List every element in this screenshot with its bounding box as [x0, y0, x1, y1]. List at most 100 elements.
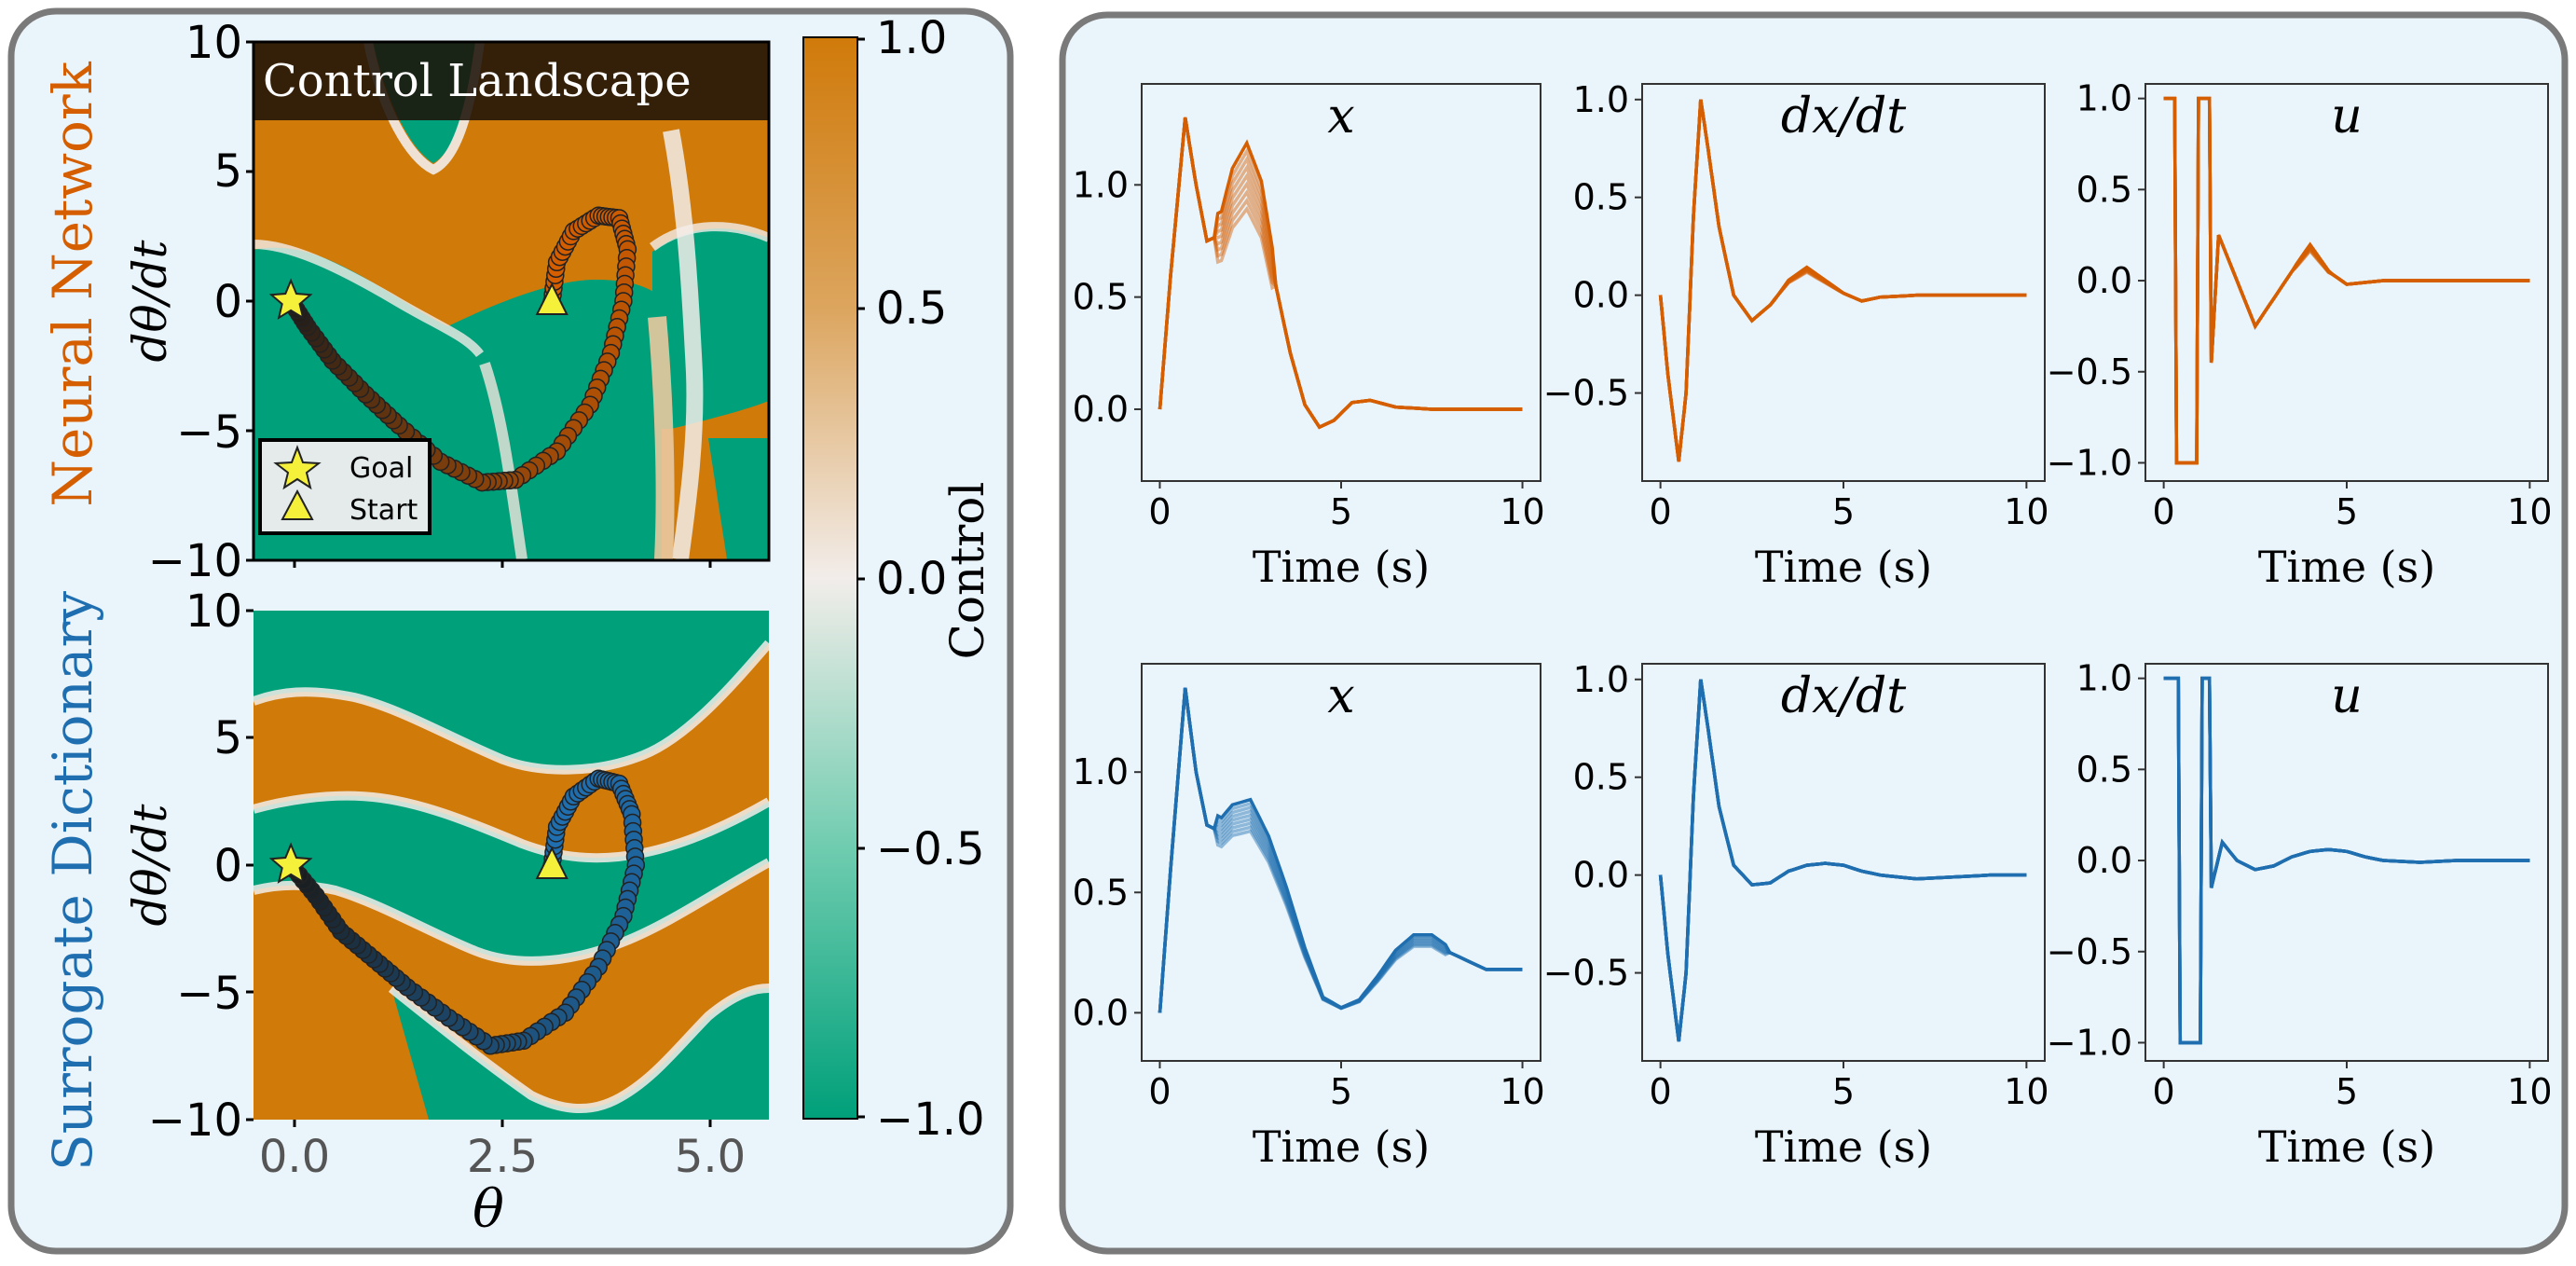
xtick-label: 5 [1832, 491, 1855, 532]
nn-ytick-label: −10 [148, 535, 242, 587]
xlabel: Time (s) [1755, 1122, 1932, 1172]
nn-legend: Goal Start [258, 438, 432, 535]
sd-light-edge-2 [253, 791, 769, 863]
ytick-label: 1.0 [2076, 658, 2132, 699]
sd-ytick-label: −5 [176, 968, 242, 1020]
xlabel: Time (s) [1755, 542, 1932, 592]
ytick-label: 1.0 [1573, 79, 1629, 120]
series-line [1658, 679, 2027, 1042]
sd-ytick-label: 0 [213, 840, 242, 892]
sd-negative-band-top [253, 611, 769, 770]
plot-title: u [2331, 89, 2363, 144]
ytick-label: 0.0 [2076, 260, 2132, 301]
ytick-label: 1.0 [1073, 164, 1129, 205]
xtick-label: 10 [2507, 1071, 2552, 1112]
nn-yticks: 10 5 0 −5 −10 [148, 17, 242, 587]
xtick-label: 0 [1148, 491, 1171, 532]
nn-ytick-label: 5 [213, 145, 242, 198]
sd-light-edge-3 [253, 858, 769, 966]
xtick-label: 10 [1500, 491, 1544, 532]
nn-light-band-lower [479, 362, 528, 560]
plot-frame [1141, 663, 1541, 1062]
sd-dxdt-plot: 0 5 10 1.0 0.5 0.0 −0.5 Time (s) dx/dt [1543, 659, 2049, 1172]
nn-title: Control Landscape [263, 55, 692, 107]
xtick-label: 10 [2507, 491, 2552, 532]
xtick-label: 5 [2336, 1071, 2358, 1112]
time-series-grid: 0 5 10 1.0 0.5 0.0 Time (s) x 0 5 10 1.0 0.5 0.0 −0.5 T… [1073, 78, 2553, 1172]
legend-goal-label: Goal [349, 452, 413, 485]
legend-goal-star-icon [273, 445, 322, 490]
sd-ytick-marks [246, 609, 253, 1122]
nn-light-band-left [253, 240, 484, 358]
series-lines [1658, 99, 2027, 462]
sd-xtick-label: 5.0 [675, 1131, 746, 1183]
sd-xticks: 0.0 2.5 5.0 [259, 1131, 746, 1183]
ytick-label: 0.0 [1073, 389, 1129, 430]
colorbar-tick-label: −0.5 [876, 823, 985, 875]
nn-ytick-label: −5 [176, 406, 242, 459]
nn-u-plot: 0 5 10 1.0 0.5 0.0 −0.5 −1.0 Time (s) u [2047, 78, 2553, 592]
theta-xlabel: θ [473, 1179, 504, 1240]
row-label-surrogate-dictionary: Surrogate Dictionary [41, 591, 104, 1171]
colorbar-tick-label: 1.0 [876, 12, 947, 64]
xtick-label: 0 [1650, 491, 1672, 532]
series-line [1158, 687, 1523, 1013]
ytick-label: 0.0 [1573, 275, 1629, 316]
ytick-label: −0.5 [2047, 351, 2132, 392]
xtick-label: 0 [2153, 491, 2175, 532]
xtick-label: 0 [1148, 1071, 1171, 1112]
sd-xtick-label: 0.0 [259, 1131, 330, 1183]
sd-negative-band-bottom [391, 988, 769, 1120]
ytick-label: 1.0 [1073, 751, 1129, 792]
xtick-label: 10 [1500, 1071, 1544, 1112]
goal-star-icon [268, 842, 313, 884]
ytick-label: 0.5 [1073, 872, 1129, 913]
nn-x-plot: 0 5 10 1.0 0.5 0.0 Time (s) x [1073, 83, 1545, 592]
plot-title: x [1327, 89, 1354, 144]
plot-title: x [1327, 668, 1354, 724]
colorbar-ticks: 1.0 0.5 0.0 −0.5 −1.0 [876, 12, 985, 1146]
nn-light-band-right [650, 222, 769, 252]
ytick-label: 0.5 [1573, 177, 1629, 218]
sd-x-plot: 0 5 10 1.0 0.5 0.0 Time (s) x [1073, 663, 1545, 1172]
xtick-label: 5 [1330, 491, 1352, 532]
series-line [2163, 676, 2530, 1045]
ytick-label: −0.5 [1543, 953, 1629, 994]
ytick-label: −1.0 [2047, 442, 2132, 483]
nn-xtick-marks [293, 560, 712, 568]
ytick-label: 0.5 [2076, 169, 2132, 210]
sd-ylabel: dθ/dt [123, 804, 177, 927]
sd-ytick-label: −10 [148, 1094, 242, 1147]
sd-yticks: 10 5 0 −5 −10 [148, 585, 242, 1147]
ytick-label: 0.0 [2076, 840, 2132, 881]
ytick-label: 1.0 [2076, 78, 2132, 119]
ytick-label: −0.5 [1543, 373, 1629, 414]
series-lines [1158, 117, 1523, 430]
nn-negative-region-bottomright [708, 438, 769, 559]
series-lines [2163, 96, 2530, 465]
legend-start-label: Start [349, 494, 418, 527]
plot-title: dx/dt [1781, 668, 1906, 724]
goal-star-icon [268, 278, 313, 320]
ytick-label: 0.0 [1573, 855, 1629, 896]
nn-light-stripe-1 [648, 316, 675, 560]
series-line [1658, 99, 2027, 462]
nn-title-banner [253, 42, 769, 120]
sd-light-edge-4 [388, 984, 769, 1114]
ytick-label: 0.0 [1073, 992, 1129, 1033]
nn-ytick-marks [246, 40, 253, 562]
colorbar-tick-label: 0.5 [876, 282, 947, 335]
series-lines [2163, 676, 2530, 1045]
ytick-label: 0.5 [1073, 277, 1129, 318]
row-label-neural-network: Neural Network [41, 61, 104, 506]
series-lines [1158, 687, 1523, 1013]
plot-title: u [2331, 668, 2363, 724]
start-triangle-icon [535, 282, 569, 315]
series-line [1158, 117, 1523, 430]
xtick-label: 10 [2004, 1071, 2048, 1112]
xtick-label: 5 [2336, 491, 2358, 532]
xtick-label: 10 [2004, 491, 2048, 532]
start-triangle-icon [535, 846, 569, 879]
xlabel: Time (s) [1253, 1122, 1430, 1172]
